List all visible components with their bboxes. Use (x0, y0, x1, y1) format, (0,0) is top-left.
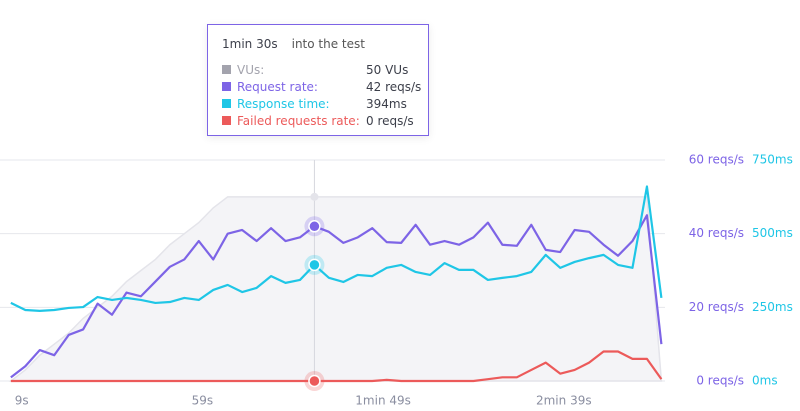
tooltip-row: Response time: 394ms (222, 95, 428, 112)
tooltip-suffix: into the test (291, 37, 365, 51)
legend-label: VUs: (237, 62, 265, 77)
y-tick-label: 60 reqs/s (689, 153, 744, 167)
hover-dot (310, 192, 319, 201)
hover-dot (308, 220, 321, 233)
tooltip-value: 50 VUs (366, 62, 409, 77)
hover-dot (308, 258, 321, 272)
y-tick-label: 0 reqs/s (696, 374, 744, 388)
y2-tick-label: 250ms (752, 300, 793, 314)
tooltip-row: VUs: 50 VUs (222, 61, 428, 78)
x-tick-label: 1min 49s (355, 394, 411, 408)
y-tick-label: 40 reqs/s (689, 226, 744, 240)
y2-tick-label: 500ms (752, 226, 793, 240)
tooltip-rows: VUs: 50 VUs Request rate: 42 reqs/s Response… (222, 61, 428, 129)
tooltip-row: Request rate: 42 reqs/s (222, 78, 428, 95)
hover-dot (308, 374, 321, 388)
x-tick-label: 9s (15, 394, 29, 408)
tooltip: 1min 30s into the test VUs: 50 VUs Request … (207, 24, 429, 136)
series-line (10, 214, 663, 379)
series-line (10, 350, 663, 383)
x-tick-label: 59s (192, 394, 214, 408)
x-tick-label: 2min 39s (536, 394, 592, 408)
tooltip-head: 1min 30s into the test (222, 37, 428, 51)
tooltip-row: Failed requests rate: 0 reqs/s (222, 112, 428, 129)
legend-swatch (222, 99, 231, 108)
y2-tick-label: 750ms (752, 153, 793, 167)
y2-tick-label: 0ms (752, 374, 778, 388)
y-tick-label: 20 reqs/s (689, 300, 744, 314)
legend-swatch (222, 65, 231, 74)
legend-swatch (222, 82, 231, 91)
tooltip-time: 1min 30s (222, 37, 278, 51)
legend-label: Response time: (237, 96, 330, 111)
legend-label: Failed requests rate: (237, 113, 360, 128)
tooltip-value: 42 reqs/s (366, 79, 422, 94)
tooltip-value: 394ms (366, 96, 407, 111)
legend-label: Request rate: (237, 79, 318, 94)
vus-area (8, 196, 663, 382)
legend-swatch (222, 116, 231, 125)
tooltip-value: 0 reqs/s (366, 113, 414, 128)
series-line (10, 185, 663, 312)
